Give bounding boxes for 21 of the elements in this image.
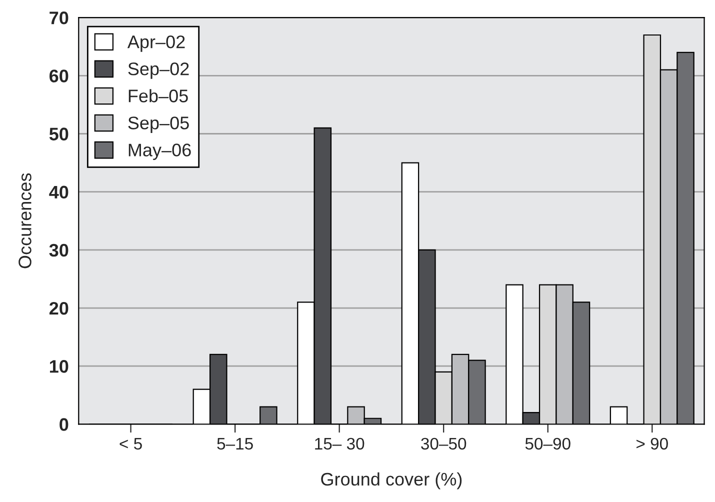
y-tick-label: 50	[49, 128, 68, 140]
legend-label: Sep–05	[128, 116, 189, 133]
x-tick-label: < 5	[120, 438, 142, 450]
x-tick-label: 15– 30	[315, 438, 364, 450]
legend-label: Feb–05	[128, 89, 188, 102]
x-axis-title: Ground cover (%)	[321, 472, 462, 490]
x-tick-label: 50–90	[525, 438, 570, 450]
legend-label: Apr–02	[127, 35, 185, 52]
y-tick-label: 70	[50, 12, 68, 24]
y-tick-label: 60	[50, 70, 68, 82]
x-tick-label: > 90	[636, 438, 668, 450]
legend-label: May–06	[128, 144, 191, 160]
y-tick-label: 10	[50, 360, 68, 373]
y-tick-label: 20	[49, 302, 68, 315]
y-axis-title: Occurences	[18, 173, 32, 268]
x-tick-label: 5–15	[217, 438, 253, 450]
y-tick-label: 40	[49, 186, 68, 199]
y-tick-label: 30	[49, 244, 68, 257]
x-tick-label: 30–50	[421, 438, 466, 450]
legend-label: Sep–02	[128, 62, 189, 79]
y-tick-label: 0	[60, 418, 68, 431]
